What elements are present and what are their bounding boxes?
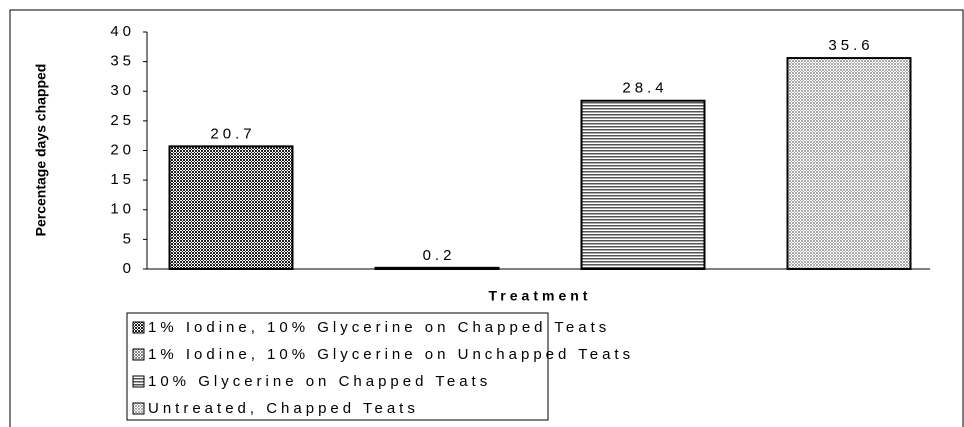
- y-tick-label: 35: [110, 53, 135, 70]
- legend-swatch: [132, 402, 145, 415]
- bar: [374, 266, 500, 271]
- y-tick-label: 0: [123, 260, 135, 277]
- legend-swatch: [132, 375, 145, 388]
- value-label: 20.7: [210, 125, 255, 142]
- bar: [168, 145, 294, 270]
- y-tick-label: 10: [110, 201, 135, 218]
- y-tick-label: 40: [110, 23, 135, 40]
- y-tick-label: 30: [110, 82, 135, 99]
- value-label: 0.2: [423, 247, 456, 264]
- legend: [126, 312, 549, 421]
- legend-label: 1% Iodine, 10% Glycerine on Chapped Teat…: [148, 319, 610, 336]
- value-label: 35.6: [828, 37, 873, 54]
- y-tick-label: 25: [110, 112, 135, 129]
- bar: [786, 57, 912, 270]
- y-tick-label: 5: [123, 230, 135, 247]
- y-tick-label: 20: [110, 141, 135, 158]
- legend-swatch: [132, 321, 145, 334]
- frame: [9, 9, 964, 427]
- x-axis-label: Treatment: [489, 288, 592, 304]
- legend-label: 10% Glycerine on Chapped Teats: [148, 373, 491, 390]
- legend-label: Untreated, Chapped Teats: [148, 400, 419, 417]
- y-tick-label: 15: [110, 171, 135, 188]
- bar: [580, 99, 706, 271]
- value-label: 28.4: [622, 80, 667, 97]
- y-axis-label: Percentage days chapped: [33, 64, 49, 237]
- legend-swatch: [132, 348, 145, 361]
- legend-label: 1% Iodine, 10% Glycerine on Unchapped Te…: [148, 346, 634, 363]
